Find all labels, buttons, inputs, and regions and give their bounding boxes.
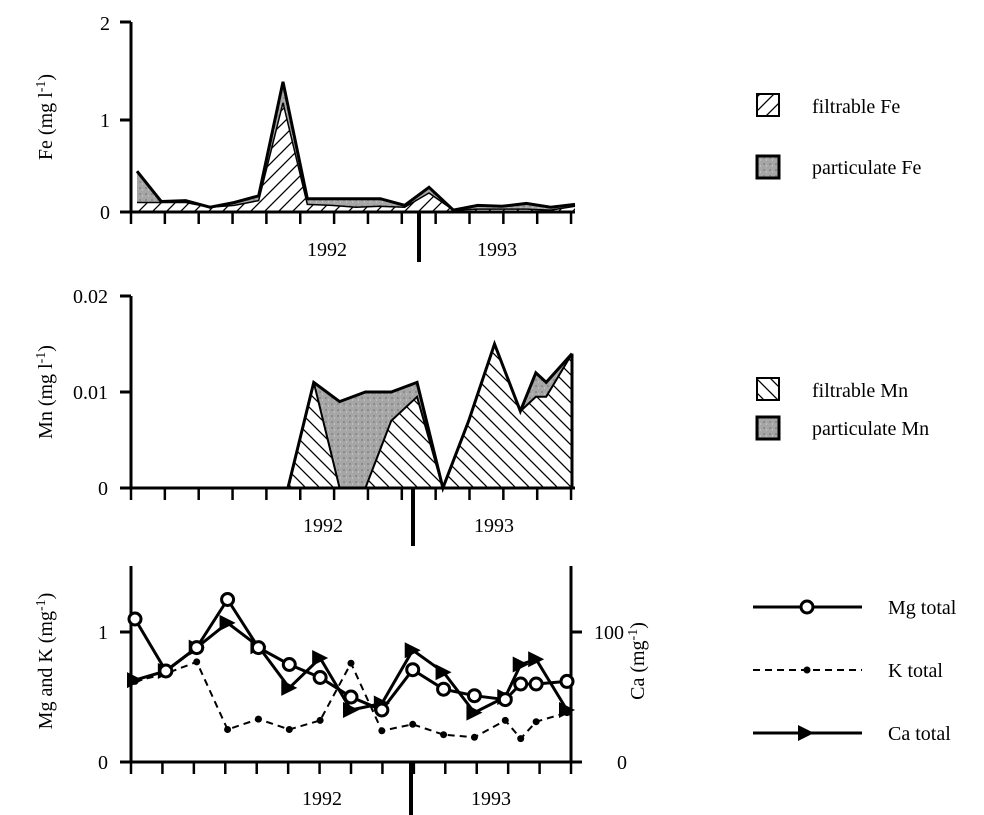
mn-filtrable-area — [133, 344, 572, 488]
k-total-point-8 — [378, 727, 386, 735]
mn-year-label-1992: 1992 — [303, 515, 343, 537]
legend-marker-mg — [799, 599, 815, 615]
ca-total-point-5 — [281, 679, 298, 696]
legend-label-ca: Ca total — [888, 723, 951, 745]
fe-ytick-label-2: 2 — [100, 13, 110, 35]
fe-total-line — [135, 81, 576, 212]
mn-legend: filtrable Mn particulate Mn — [755, 377, 929, 441]
mg-total-point-5 — [281, 657, 297, 672]
k-total-point-12 — [501, 716, 509, 724]
fe-y-axis-label: Fe (mg l-1) — [34, 74, 58, 160]
mn-total-line — [133, 339, 574, 494]
fe-ytick-label-0: 0 — [100, 202, 110, 224]
ion-series-layer — [127, 592, 575, 743]
ion-year-label-1993: 1993 — [471, 788, 511, 810]
ca-total-point-6 — [312, 650, 329, 666]
k-total-point-3 — [224, 726, 232, 733]
legend-label-mg: Mg total — [888, 597, 957, 619]
k-total-point-7 — [347, 659, 355, 667]
ca-total-point-15 — [559, 702, 575, 718]
ca-total-line — [134, 620, 569, 715]
mg-total-point-12 — [497, 692, 513, 708]
fe-filtrable-line — [137, 102, 576, 211]
ion-x-ticks — [129, 762, 573, 774]
k-total-point-4 — [254, 715, 262, 723]
legend-label-filtrable-fe: filtrable Fe — [812, 96, 900, 118]
legend-label-particulate-fe: particulate Fe — [812, 157, 922, 179]
ca-total-point-10 — [435, 664, 452, 681]
ca-total-point-11 — [466, 704, 483, 721]
fe-particulate-area — [137, 81, 575, 211]
mn-panel: 0 0.01 0.02 1992 1993 Mn (mg l-1) — [34, 286, 575, 546]
mn-ytick-label-2: 0.02 — [73, 286, 108, 308]
mg-total-point-2 — [189, 640, 205, 656]
mg-total-point-15 — [559, 673, 575, 689]
k-total-point-6 — [316, 716, 324, 724]
fe-legend: filtrable Fe particulate Fe — [755, 93, 922, 180]
fe-area-layer — [135, 81, 576, 212]
mn-area-layer — [133, 339, 574, 494]
ion-ytick-label-right-100: 100 — [594, 622, 624, 644]
mn-y-axis-label: Mn (mg l-1) — [34, 345, 58, 439]
mg-total-point-3 — [220, 592, 236, 607]
mg-total-point-10 — [436, 681, 452, 697]
mn-ytick-label-0: 0 — [98, 478, 108, 500]
mn-filtrable-line — [133, 341, 573, 492]
ion-ytick-label-left-1: 1 — [98, 622, 108, 644]
ca-total-point-3 — [219, 614, 236, 631]
mg-total-point-11 — [466, 688, 482, 704]
mg-total-point-0 — [127, 611, 143, 627]
ion-ytick-label-left-0: 0 — [98, 752, 108, 774]
legend-marker-k — [803, 666, 811, 674]
ca-total-point-14 — [528, 651, 545, 668]
fe-filtrable-area — [137, 102, 575, 212]
mg-total-point-1 — [158, 663, 174, 679]
mg-total-point-6 — [312, 670, 328, 685]
fe-year-label-1993: 1993 — [477, 239, 517, 261]
ion-ytick-label-right-0: 0 — [617, 752, 627, 774]
mg-total-line — [133, 596, 568, 712]
ca-total-point-13 — [512, 656, 529, 673]
mn-x-ticks — [129, 488, 573, 500]
legend-swatch-particulate-mn — [755, 415, 781, 441]
legend-marker-ca — [798, 725, 814, 741]
k-total-point-13 — [517, 735, 525, 743]
ca-total-point-9 — [404, 642, 421, 659]
fe-ytick-label-1: 1 — [100, 110, 110, 132]
k-total-point-11 — [470, 733, 478, 741]
k-total-point-10 — [440, 731, 448, 739]
legend-swatch-particulate-fe — [755, 154, 781, 180]
ca-total-point-0 — [127, 672, 143, 689]
legend-label-particulate-mn: particulate Mn — [812, 418, 929, 440]
ion-y-axis-label-right: Ca (mg-1) — [626, 622, 650, 700]
k-total-line — [134, 660, 568, 741]
mg-total-point-7 — [343, 689, 359, 705]
fe-year-label-1992: 1992 — [307, 239, 347, 261]
legend-swatch-filtrable-fe — [756, 93, 780, 117]
ion-year-label-1992: 1992 — [302, 788, 342, 810]
fe-panel: 0 1 2 1992 1993 Fe (mg l-1) — [34, 13, 576, 262]
mg-total-point-13 — [513, 676, 529, 692]
k-total-point-14 — [532, 718, 540, 726]
fe-x-ticks — [129, 212, 573, 224]
mg-total-point-4 — [250, 640, 266, 656]
mg-total-point-9 — [405, 662, 421, 678]
k-total-point-2 — [193, 658, 201, 666]
mn-ytick-label-1: 0.01 — [73, 382, 108, 404]
legend-label-k: K total — [888, 660, 943, 682]
ion-y-axis-label-left: Mg and K (mg-1) — [34, 593, 58, 730]
mg-total-point-14 — [528, 676, 544, 692]
k-total-point-9 — [409, 720, 417, 728]
mn-particulate-area — [133, 344, 572, 488]
ion-panel: 0 1 0 100 1992 1993 Mg and K (mg-1) Ca (… — [34, 566, 650, 815]
legend-label-filtrable-mn: filtrable Mn — [812, 380, 908, 402]
ca-total-point-7 — [343, 702, 359, 718]
ion-legend: Mg total K total Ca total — [753, 597, 957, 745]
legend-swatch-filtrable-mn — [756, 377, 780, 401]
k-total-point-5 — [285, 726, 293, 733]
mn-year-label-1993: 1993 — [474, 515, 514, 537]
mg-total-point-8 — [374, 702, 390, 718]
